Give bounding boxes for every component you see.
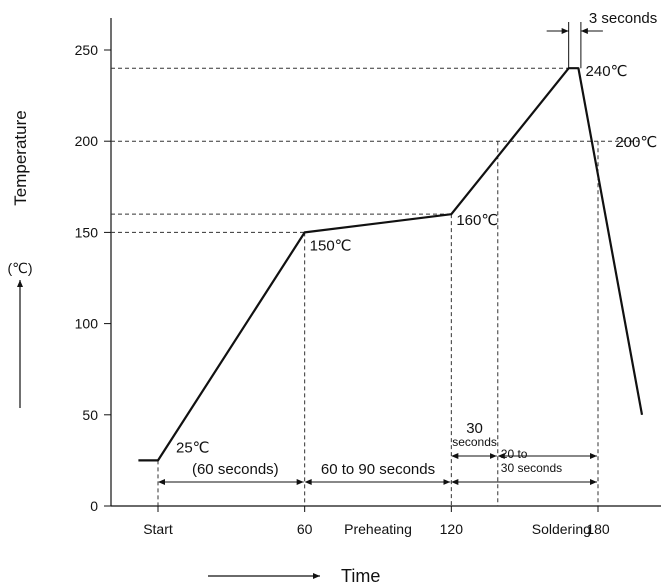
span-label: 3 seconds [589,10,657,27]
temperature-profile-line [138,67,644,462]
point-label: 25℃ [176,439,210,456]
x-tick-label: 120 [440,521,464,537]
span-label-line2: seconds [452,435,497,449]
point-label: 160℃ [456,212,498,229]
span-label: (60 seconds) [192,461,279,478]
point-label: 200℃ [615,134,657,151]
y-tick-label: 100 [75,316,99,332]
y-tick-label: 250 [75,42,99,58]
x-axis-label: Time [341,566,380,586]
point-label: 150℃ [310,237,352,254]
span-label-line1: 20 to [501,447,528,461]
y-tick-label: 200 [75,133,99,149]
y-tick-label: 50 [82,407,98,423]
span-label: 60 to 90 seconds [321,461,435,478]
x-tick-label: 60 [297,521,313,537]
x-tick-label: 180 [586,521,610,537]
point-label: 240℃ [586,63,628,80]
y-axis-unit: (℃) [7,260,32,276]
x-tick-label: Start [143,521,173,537]
x-tick-label: Preheating [344,521,412,537]
x-tick-label: Soldering [532,521,591,537]
span-label-line2: 30 seconds [501,461,562,475]
y-tick-label: 0 [90,498,98,514]
y-axis-label: Temperature [11,110,30,205]
y-tick-label: 150 [75,224,99,240]
span-label-line1: 30 [466,420,483,437]
